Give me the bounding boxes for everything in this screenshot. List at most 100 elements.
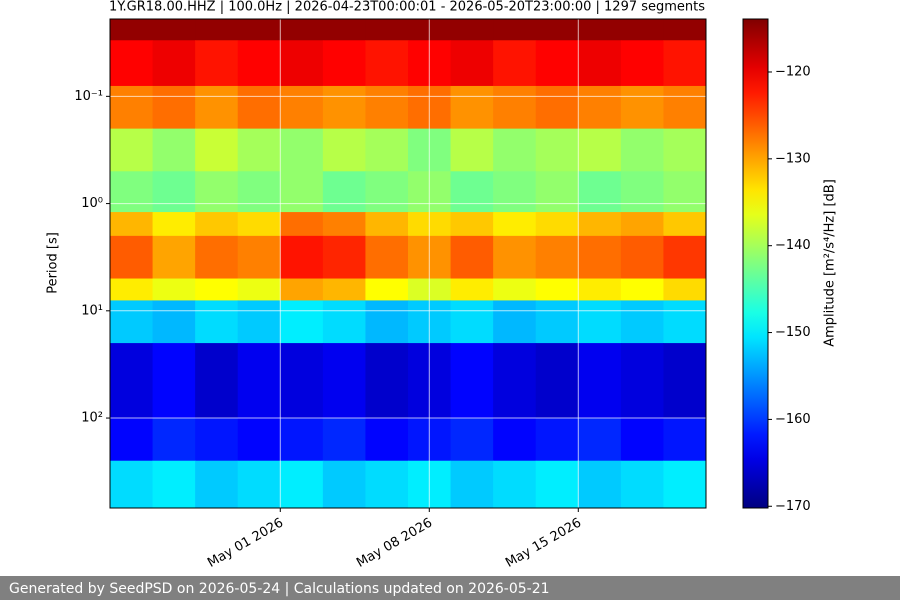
heatmap-cell: [493, 278, 537, 301]
heatmap-cell: [322, 418, 366, 462]
heatmap-cell: [195, 343, 239, 419]
heatmap-cell: [322, 278, 366, 301]
x-tick-label: May 15 2026: [503, 516, 584, 571]
colorbar-label: Amplitude [m²/s⁴/Hz] [dB]: [823, 179, 838, 347]
heatmap-cell: [280, 300, 324, 344]
heatmap-cell: [663, 343, 707, 419]
heatmap-cell: [493, 40, 537, 87]
heatmap-cell: [663, 171, 707, 213]
heatmap-cell: [152, 460, 196, 509]
heatmap-cell: [280, 128, 324, 172]
heatmap-cell: [535, 85, 579, 130]
heatmap-cell: [663, 235, 707, 280]
heatmap-cell: [620, 343, 664, 419]
heatmap-cell: [493, 460, 537, 509]
heatmap-cell: [493, 235, 537, 280]
heatmap-cell: [322, 171, 366, 213]
heatmap-cell: [195, 40, 239, 87]
heatmap-cell: [280, 460, 324, 509]
heatmap-cell: [365, 235, 409, 280]
heatmap-cell: [450, 300, 494, 344]
heatmap-cell: [535, 212, 579, 237]
heatmap-cell: [493, 85, 537, 130]
heatmap-cell: [322, 19, 366, 41]
heatmap-cell: [152, 343, 196, 419]
heatmap-cell: [365, 171, 409, 213]
heatmap-cell: [620, 235, 664, 280]
heatmap-cell: [110, 278, 154, 301]
heatmap-cell: [578, 171, 622, 213]
heatmap-cell: [237, 19, 281, 41]
heatmap-cell: [152, 300, 196, 344]
heatmap-cell: [535, 278, 579, 301]
heatmap-cell: [365, 40, 409, 87]
heatmap-cell: [578, 418, 622, 462]
heatmap-cell: [663, 300, 707, 344]
heatmap-cell: [365, 278, 409, 301]
heatmap-cell: [322, 128, 366, 172]
heatmap-cell: [535, 235, 579, 280]
y-tick-label: 10⁰: [81, 196, 103, 211]
heatmap-cell: [535, 128, 579, 172]
heatmap-cell: [280, 212, 324, 237]
heatmap-cell: [578, 128, 622, 172]
heatmap-cell: [535, 19, 579, 41]
heatmap-cell: [450, 418, 494, 462]
heatmap-cell: [152, 278, 196, 301]
colorbar: [742, 18, 769, 509]
heatmap-cell: [110, 212, 154, 237]
heatmap-cell: [152, 235, 196, 280]
y-axis-label: Period [s]: [46, 232, 61, 294]
x-tick-label: May 08 2026: [354, 516, 435, 571]
colorbar-tick-label: −130: [775, 151, 811, 166]
heatmap-cell: [493, 418, 537, 462]
heatmap-cell: [195, 235, 239, 280]
heatmap-cell: [450, 235, 494, 280]
heatmap-cell: [237, 40, 281, 87]
heatmap-cell: [110, 418, 154, 462]
heatmap-cell: [620, 128, 664, 172]
heatmap-cell: [110, 343, 154, 419]
heatmap-cell: [493, 343, 537, 419]
y-tick-label: 10²: [81, 411, 103, 426]
x-tick-label: May 01 2026: [205, 516, 286, 571]
heatmap-cell: [493, 19, 537, 41]
heatmap-cell: [620, 171, 664, 213]
heatmap-cell: [578, 343, 622, 419]
heatmap-cell: [195, 460, 239, 509]
heatmap-cell: [663, 40, 707, 87]
colorbar-tick-label: −140: [775, 238, 811, 253]
heatmap-cell: [620, 460, 664, 509]
heatmap-cell: [450, 128, 494, 172]
heatmap-cell: [195, 418, 239, 462]
heatmap-cell: [280, 278, 324, 301]
heatmap-cell: [152, 212, 196, 237]
heatmap-cell: [535, 40, 579, 87]
heatmap-cell: [152, 128, 196, 172]
heatmap-cell: [322, 235, 366, 280]
heatmap-cell: [365, 300, 409, 344]
heatmap-cell: [620, 19, 664, 41]
heatmap-cell: [195, 19, 239, 41]
heatmap-cell: [450, 343, 494, 419]
heatmap-cell: [365, 212, 409, 237]
heatmap-cell: [450, 212, 494, 237]
heatmap-cell: [578, 40, 622, 87]
heatmap-cell: [322, 85, 366, 130]
colorbar-tick-label: −160: [775, 412, 811, 427]
heatmap-cell: [620, 40, 664, 87]
heatmap-cell: [578, 235, 622, 280]
heatmap-cell: [110, 171, 154, 213]
heatmap-cell: [578, 85, 622, 130]
heatmap-cell: [280, 343, 324, 419]
heatmap-cell: [493, 128, 537, 172]
y-tick-label: 10⁻¹: [74, 89, 103, 104]
heatmap-cell: [620, 418, 664, 462]
heatmap-cell: [280, 85, 324, 130]
heatmap-cell: [322, 343, 366, 419]
heatmap-cell: [663, 212, 707, 237]
heatmap-cell: [280, 235, 324, 280]
heatmap-cell: [110, 460, 154, 509]
heatmap-cell: [237, 278, 281, 301]
heatmap-cell: [578, 19, 622, 41]
